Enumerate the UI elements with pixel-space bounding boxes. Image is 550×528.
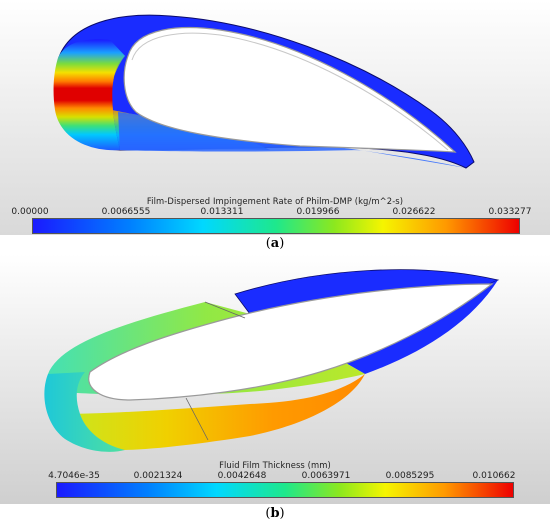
colorbar-tick-a: 0.019966 (296, 207, 340, 217)
colorbar-tick-b: 0.0085295 (385, 471, 435, 481)
colorbar-tick-a: 0.00000 (11, 207, 49, 217)
colorbar-tick-b: 0.0021324 (133, 471, 183, 481)
panel-b: Fluid Film Thickness (mm) 4.7046e-35 0.0… (0, 254, 550, 504)
colorbar-a (32, 218, 520, 234)
panel-b-render (0, 254, 550, 504)
colorbar-b (56, 482, 514, 498)
colorbar-tick-b: 0.0042648 (217, 471, 267, 481)
caption-a: (a) (265, 236, 285, 251)
caption-b: (b) (265, 506, 285, 521)
panel-a: Film-Dispersed Impingement Rate of Philm… (0, 0, 550, 235)
colorbar-tick-a: 0.0066555 (101, 207, 151, 217)
colorbar-tick-a: 0.026622 (392, 207, 436, 217)
colorbar-tick-b: 4.7046e-35 (48, 471, 100, 481)
colorbar-title-a: Film-Dispersed Impingement Rate of Philm… (146, 196, 404, 206)
panel-a-render (0, 0, 550, 235)
colorbar-tick-a: 0.013311 (200, 207, 244, 217)
colorbar-tick-a: 0.033277 (488, 207, 532, 217)
colorbar-title-b: Fluid Film Thickness (mm) (219, 460, 331, 470)
colorbar-tick-b: 0.0063971 (301, 471, 351, 481)
colorbar-tick-b: 0.010662 (472, 471, 516, 481)
